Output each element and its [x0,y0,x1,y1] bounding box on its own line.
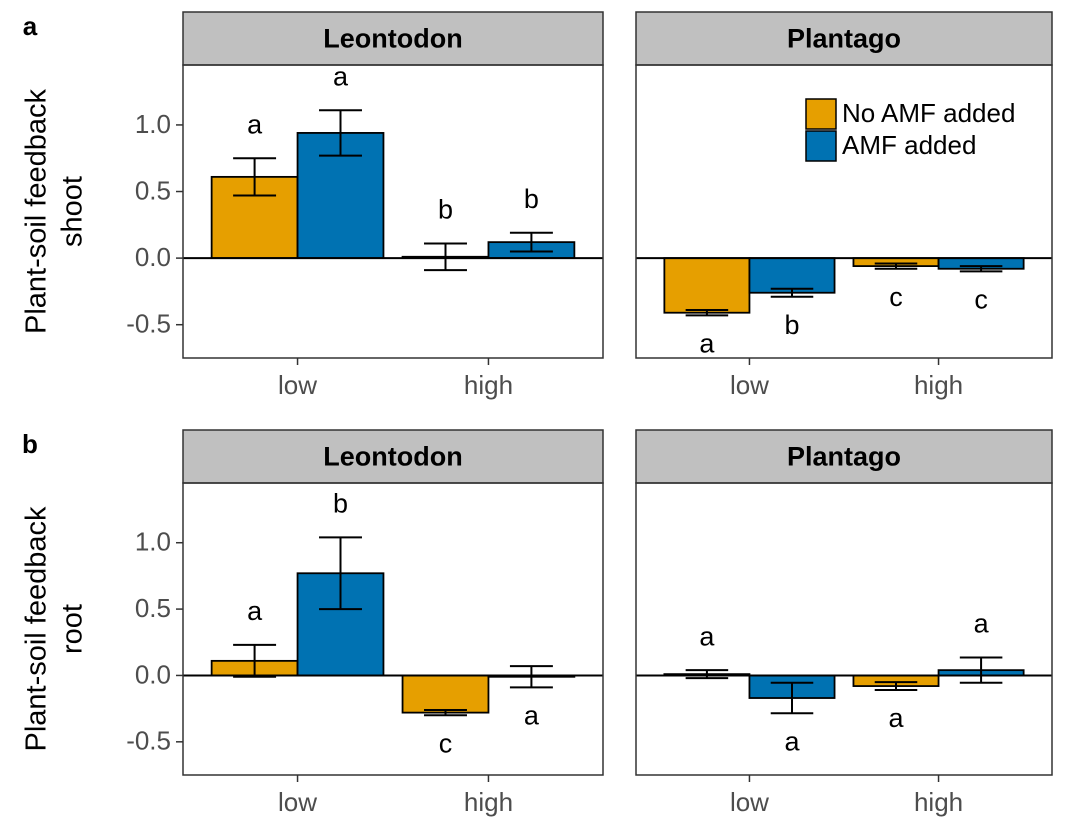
panel-border [182,482,604,776]
panel-border [182,64,604,359]
facet-strip [635,429,1053,484]
y-tick-label: 0.5 [135,593,171,623]
significance-letter: b [438,195,453,225]
significance-letter: a [524,701,540,731]
legend-key [805,98,837,130]
error-bar [959,656,1003,684]
panel-border [635,64,1053,359]
significance-letter: b [784,310,799,340]
facet-strip [182,11,604,66]
error-bar [509,665,553,689]
facet-title: Leontodon [323,442,462,472]
y-axis-label: Plant-soil feedback [21,88,53,334]
error-bar [424,708,467,717]
error-bar [685,309,729,317]
bar [401,674,490,714]
x-tick-label: low [278,787,317,817]
y-tick-label: 1.0 [135,527,171,557]
facet-strip [635,11,1053,66]
bar [663,257,751,314]
x-tick-label: high [914,787,963,817]
y-tick-label: 0.5 [135,175,171,205]
error-bar [319,109,362,157]
significance-letter: a [333,61,349,91]
significance-letter: a [247,109,263,139]
significance-letter: a [699,329,715,359]
panel-border [635,482,1053,776]
significance-letter: a [784,726,800,756]
facet-title: Plantago [787,24,901,54]
significance-letter: b [524,184,539,214]
facet-strip [182,429,604,484]
facet-title: Plantago [787,442,901,472]
y-tick-label: -0.5 [126,726,171,756]
y-axis-label: shoot [57,176,89,247]
bar [748,257,836,294]
error-bar [770,287,814,298]
error-bar [233,643,277,678]
error-bar [319,536,362,611]
x-tick-label: high [464,370,513,400]
legend-label: No AMF added [842,98,1015,128]
error-bar [509,231,553,253]
error-bar [874,262,918,270]
x-tick-label: low [730,370,769,400]
error-bar [233,157,277,197]
error-bar [424,242,467,272]
significance-letter: a [699,621,715,651]
facet-title: Leontodon [323,24,462,54]
error-bar [874,681,918,692]
x-tick-label: high [464,787,513,817]
legend-key [805,130,837,162]
error-bar [685,669,729,680]
y-axis-label: Plant-soil feedback [21,506,53,752]
significance-letter: c [974,285,988,315]
y-tick-label: 0.0 [135,659,171,689]
significance-letter: a [974,609,990,639]
y-tick-label: 0.0 [135,242,171,272]
legend-label: AMF added [842,130,976,160]
significance-letter: a [247,596,263,626]
x-tick-label: high [914,370,963,400]
panel-label: b [22,429,38,459]
y-tick-label: -0.5 [126,309,171,339]
x-tick-label: low [278,370,317,400]
y-axis-label: root [57,604,89,654]
error-bar [770,681,814,715]
error-bar [959,265,1003,273]
panel-label: a [23,11,38,41]
significance-letter: c [439,728,453,758]
significance-letter: c [889,282,903,312]
significance-letter: a [888,703,904,733]
significance-letter: b [333,489,348,519]
y-tick-label: 1.0 [135,109,171,139]
x-tick-label: low [730,787,769,817]
